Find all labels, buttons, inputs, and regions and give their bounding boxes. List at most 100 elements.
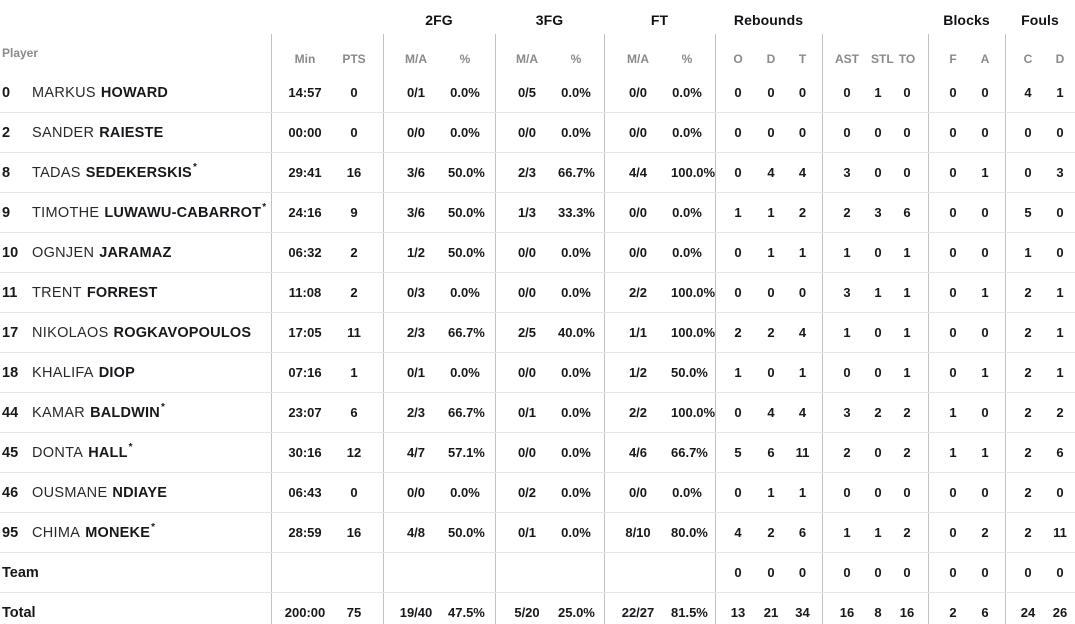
cell-3fg-made-attempted: 0/0 [517,245,537,260]
cell-assists: 0 [843,365,851,380]
table-row: 11 TRENT FORREST 11:08 2 0/3 0.0% 0/0 0.… [0,273,1075,313]
cell-2fg-percent: 50.0% [448,525,485,540]
player-cell: 10 OGNJEN JARAMAZ [0,233,271,272]
cell-assists: 0 [843,565,851,580]
player-first-name: KAMAR [32,404,86,421]
cell-rebounds-offensive: 0 [734,245,742,260]
cell-blocks-against: 0 [981,485,989,500]
cell-steals: 0 [874,365,882,380]
cell-ft-made-attempted: 0/0 [628,485,648,500]
cell-rebounds-offensive: 0 [734,285,742,300]
cell-blocks-against: 1 [981,445,989,460]
cell-3fg-made-attempted: 0/1 [517,525,537,540]
starter-asterisk: * [160,402,165,413]
cell-3fg-made-attempted: 0/2 [517,485,537,500]
cell-3fg-made-attempted: 2/5 [517,325,537,340]
player-last-name: ROGKAVOPOULOS [113,324,252,341]
player-cell: 11 TRENT FORREST [0,273,271,312]
cell-steals: 1 [874,85,882,100]
cell-rebounds-total: 34 [795,605,810,620]
cell-2fg-percent: 0.0% [450,285,480,300]
cell-fouls-committed: 2 [1024,445,1032,460]
group-header-rebounds: Rebounds [733,12,804,28]
cell-rebounds-defensive: 1 [767,245,775,260]
col-header-blocks-favor: F [949,52,957,66]
cell-turnovers: 6 [903,205,911,220]
player-first-name: NIKOLAOS [32,324,109,341]
cell-2fg-percent: 0.0% [450,85,480,100]
player-cell: 2 SANDER RAIESTE [0,113,271,152]
player-cell: 17 NIKOLAOS ROGKAVOPOULOS [0,313,271,352]
cell-minutes: 07:16 [288,365,322,380]
cell-fouls-drawn: 2 [1056,405,1064,420]
cell-blocks-favor: 0 [949,525,957,540]
cell-3fg-made-attempted: 0/1 [517,405,537,420]
player-first-name: KHALIFA [32,364,94,381]
cell-blocks-favor: 0 [949,485,957,500]
player-cell: 44 KAMAR BALDWIN * [0,393,271,432]
cell-fouls-committed: 5 [1024,205,1032,220]
col-header-steals: STL [871,52,894,66]
cell-assists: 3 [843,165,851,180]
cell-3fg-percent: 0.0% [561,85,591,100]
player-first-name: CHIMA [32,524,81,541]
cell-3fg-percent: 0.0% [561,285,591,300]
cell-3fg-made-attempted: 5/20 [514,605,540,620]
cell-turnovers: 2 [903,525,911,540]
player-first-name: TRENT [32,284,82,301]
cell-steals: 3 [874,205,882,220]
cell-blocks-against: 0 [981,205,989,220]
cell-turnovers: 1 [903,245,911,260]
cell-2fg-percent: 50.0% [448,165,485,180]
cell-rebounds-total: 0 [798,565,807,580]
cell-2fg-made-attempted: 2/3 [406,405,426,420]
cell-3fg-percent: 25.0% [558,605,595,620]
cell-fouls-drawn: 11 [1053,525,1067,540]
cell-rebounds-total: 0 [798,285,807,300]
player-cell: 95 CHIMA MONEKE * [0,513,271,552]
cell-rebounds-total: 4 [798,325,807,340]
cell-3fg-made-attempted: 0/0 [517,365,537,380]
cell-turnovers: 1 [903,325,911,340]
cell-points: 2 [350,285,358,300]
cell-points: 6 [350,405,358,420]
col-header-ft-ma: M/A [627,52,649,66]
cell-steals: 1 [874,525,882,540]
cell-2fg-percent: 0.0% [450,125,480,140]
cell-fouls-committed: 24 [1020,605,1036,620]
cell-3fg-made-attempted: 0/0 [517,125,537,140]
player-last-name: FORREST [86,284,158,301]
player-first-name: OGNJEN [32,244,95,261]
cell-points: 12 [346,445,362,460]
cell-ft-made-attempted: 0/0 [628,125,648,140]
cell-turnovers: 0 [903,85,911,100]
player-first-name: TADAS [32,164,81,181]
group-header-row: 2FG 3FG FT Rebounds Blocks Fouls [0,12,1075,28]
cell-fouls-drawn: 6 [1056,445,1064,460]
row-label: Team [2,564,39,581]
cell-fouls-drawn: 0 [1056,565,1064,580]
player-jersey-number: 45 [2,444,19,461]
cell-fouls-drawn: 0 [1056,125,1064,140]
starter-asterisk: * [192,162,197,173]
cell-rebounds-total: 11 [795,445,810,460]
cell-turnovers: 2 [903,445,911,460]
player-jersey-number: 44 [2,404,19,421]
cell-rebounds-offensive: 0 [734,125,742,140]
col-header-reb-offensive: O [733,52,743,66]
cell-rebounds-defensive: 0 [767,125,775,140]
cell-3fg-percent: 66.7% [558,165,595,180]
player-jersey-number: 11 [2,284,18,301]
cell-fouls-drawn: 1 [1056,365,1064,380]
player-last-name: NDIAYE [112,484,168,501]
col-header-2fg-pct: % [459,52,471,66]
cell-steals: 0 [874,565,882,580]
cell-rebounds-offensive: 2 [734,325,742,340]
col-header-2fg-ma: M/A [405,52,427,66]
cell-ft-made-attempted: 4/6 [628,445,648,460]
cell-minutes: 06:43 [288,485,322,500]
cell-fouls-drawn: 1 [1056,325,1064,340]
table-row: 95 CHIMA MONEKE * 28:59 16 4/8 50.0% 0/1… [0,513,1075,553]
cell-minutes: 28:59 [288,525,322,540]
